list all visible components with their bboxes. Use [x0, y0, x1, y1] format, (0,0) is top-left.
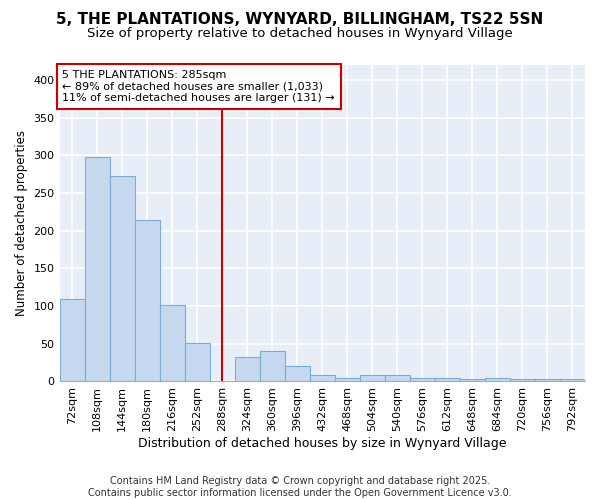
Bar — [460, 379, 485, 382]
Text: 5, THE PLANTATIONS, WYNYARD, BILLINGHAM, TS22 5SN: 5, THE PLANTATIONS, WYNYARD, BILLINGHAM,… — [56, 12, 544, 28]
Bar — [160, 304, 185, 382]
Text: 5 THE PLANTATIONS: 285sqm
← 89% of detached houses are smaller (1,033)
11% of se: 5 THE PLANTATIONS: 285sqm ← 89% of detac… — [62, 70, 335, 103]
Bar — [185, 343, 209, 382]
Bar — [134, 220, 160, 382]
Bar — [59, 298, 85, 382]
Bar — [535, 379, 560, 382]
Bar — [360, 376, 385, 382]
Bar — [235, 356, 260, 382]
Bar — [385, 376, 410, 382]
Bar — [110, 176, 134, 382]
Text: Contains HM Land Registry data © Crown copyright and database right 2025.
Contai: Contains HM Land Registry data © Crown c… — [88, 476, 512, 498]
Bar — [410, 378, 435, 382]
Bar — [510, 379, 535, 382]
Bar — [335, 378, 360, 382]
X-axis label: Distribution of detached houses by size in Wynyard Village: Distribution of detached houses by size … — [138, 437, 506, 450]
Bar — [260, 352, 285, 382]
Y-axis label: Number of detached properties: Number of detached properties — [15, 130, 28, 316]
Bar — [485, 378, 510, 382]
Text: Size of property relative to detached houses in Wynyard Village: Size of property relative to detached ho… — [87, 28, 513, 40]
Bar — [560, 379, 585, 382]
Bar — [285, 366, 310, 382]
Bar — [310, 376, 335, 382]
Bar — [435, 378, 460, 382]
Bar — [85, 157, 110, 382]
